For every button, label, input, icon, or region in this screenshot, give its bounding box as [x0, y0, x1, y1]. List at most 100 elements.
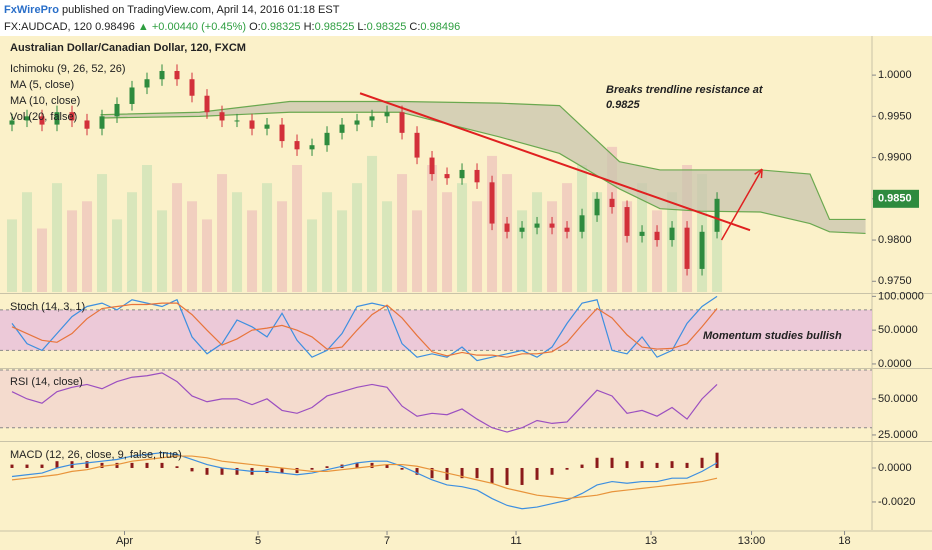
histogram-bar — [55, 461, 59, 468]
histogram-bar — [400, 467, 404, 470]
volume-bar — [412, 210, 423, 292]
histogram-bar — [580, 464, 584, 468]
volume-bar — [652, 210, 663, 292]
y-tick-label: 50.0000 — [878, 324, 918, 336]
candle-body — [279, 124, 285, 142]
volume-bar — [442, 192, 453, 292]
y-tick-label: 0.9950 — [878, 110, 912, 122]
candle-body — [84, 120, 90, 129]
annotation: Breaks trendline resistance at — [606, 84, 764, 96]
volume-bar — [37, 228, 48, 292]
candle-body — [114, 103, 120, 117]
histogram-bar — [355, 462, 359, 468]
candle-body — [309, 145, 315, 150]
histogram-bar — [700, 457, 704, 468]
histogram-bar — [625, 461, 629, 468]
volume-bar — [352, 183, 363, 292]
histogram-bar — [25, 464, 29, 468]
candle-body — [654, 231, 660, 241]
x-tick-label: 5 — [255, 535, 261, 547]
volume-bar — [22, 192, 33, 292]
annotation: Momentum studies bullish — [703, 330, 842, 342]
arrow — [720, 168, 763, 241]
candle-body — [414, 132, 420, 158]
volume-bar — [427, 165, 438, 292]
last-price-box — [873, 189, 919, 208]
volume-bar — [307, 219, 318, 292]
indicator-line — [11, 295, 718, 362]
histogram-bar — [640, 461, 644, 468]
volume-bar — [292, 165, 303, 292]
volume-bar — [97, 174, 108, 292]
pane-legend: RSI (14, close) — [10, 376, 83, 388]
h-value: 0.98525 — [315, 21, 355, 33]
candle-body — [714, 198, 720, 232]
h: H: — [304, 21, 315, 33]
legend-entry: Ichimoku (9, 26, 52, 26) — [10, 63, 126, 75]
histogram-bar — [670, 461, 674, 468]
histogram-bar — [40, 464, 44, 468]
o: O: — [249, 21, 261, 33]
x-tick-label: 18 — [838, 535, 850, 547]
x-tick-label: 7 — [384, 535, 390, 547]
candle-body — [39, 116, 45, 125]
trendline — [359, 92, 751, 232]
volume-bar — [382, 201, 393, 292]
volume-bar — [532, 192, 543, 292]
volume-bar — [127, 192, 138, 292]
candle-body — [474, 169, 480, 183]
candle-body — [399, 112, 405, 133]
histogram-bar — [85, 461, 89, 468]
histogram-bar — [505, 467, 509, 485]
y-tick-label: 0.9900 — [878, 151, 912, 163]
volume-bar — [592, 192, 603, 292]
volume-bar — [112, 219, 123, 292]
volume-bar — [142, 165, 153, 292]
publisher[interactable]: FxWirePro — [4, 4, 59, 16]
histogram-bar — [520, 467, 524, 485]
l: L: — [357, 21, 366, 33]
candle-body — [264, 124, 270, 129]
histogram-bar — [610, 457, 614, 468]
volume-bar — [7, 219, 18, 292]
legend-entry: MA (10, close) — [10, 95, 80, 107]
indicator-line — [11, 372, 718, 433]
histogram-bar — [460, 467, 464, 479]
volume-bar — [457, 183, 468, 292]
volume-bar — [247, 210, 258, 292]
volume-bar — [367, 155, 378, 292]
candle-body — [429, 157, 435, 175]
candle-body — [669, 227, 675, 241]
candle-body — [234, 120, 240, 122]
histogram-bar — [160, 462, 164, 468]
histogram-bar — [490, 467, 494, 484]
histogram-bar — [265, 467, 269, 474]
c: C: — [409, 21, 420, 33]
candle-body — [459, 169, 465, 179]
volume-bar — [517, 210, 528, 292]
volume-bar — [172, 183, 183, 292]
histogram-bar — [295, 467, 299, 474]
candle-body — [369, 116, 375, 121]
y-tick-label: 0.9750 — [878, 275, 912, 287]
histogram-bar — [385, 464, 389, 468]
histogram-bar — [430, 467, 434, 479]
arrow-head — [754, 168, 763, 179]
symbol: FX:AUDCAD, 120 — [4, 21, 92, 33]
y-tick-label: 25.0000 — [878, 429, 918, 441]
candle-body — [594, 198, 600, 216]
histogram-bar — [415, 467, 419, 475]
cloud-upper — [100, 100, 866, 221]
histogram-bar — [205, 467, 209, 475]
histogram-bar — [280, 467, 284, 474]
candle-body — [219, 112, 225, 121]
band — [0, 370, 872, 428]
x-tick-label: Apr — [116, 535, 133, 547]
y-tick-label: 50.0000 — [878, 393, 918, 405]
candle-body — [69, 112, 75, 121]
y-tick-label: 100.0000 — [878, 290, 924, 302]
candle-body — [624, 207, 630, 236]
annotation: 0.9825 — [606, 99, 641, 111]
histogram-bar — [715, 452, 719, 468]
